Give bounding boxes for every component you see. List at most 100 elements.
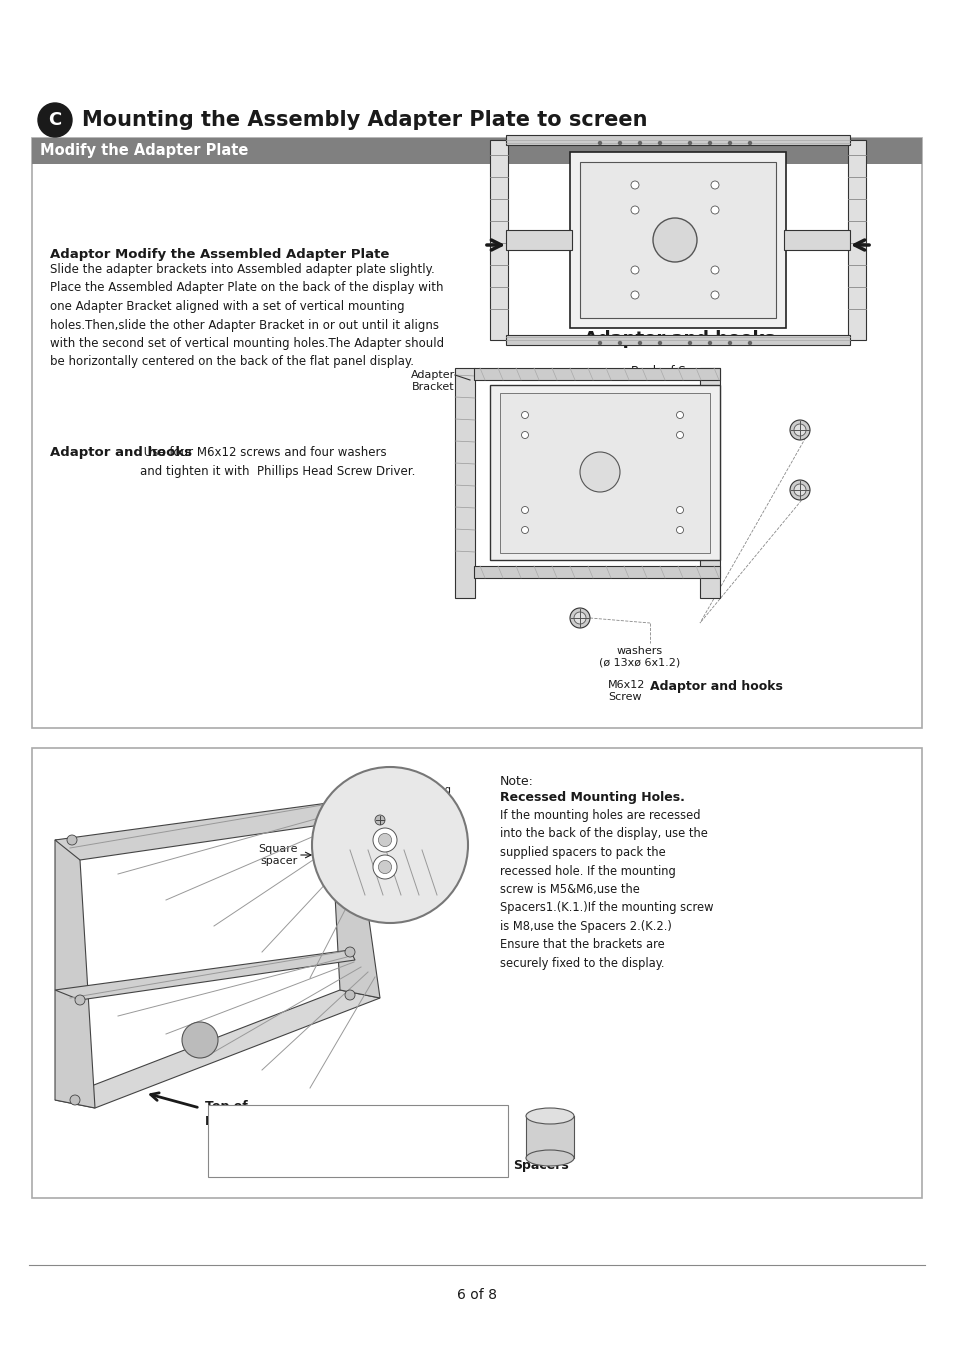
Bar xyxy=(525,1116,574,1158)
Text: washers
(ø 13xø 6x1.2): washers (ø 13xø 6x1.2) xyxy=(598,647,679,668)
Circle shape xyxy=(638,142,640,144)
Polygon shape xyxy=(316,810,339,869)
Text: Use four M6x12 screws and four washers
and tighten it with  Phillips Head Screw : Use four M6x12 screws and four washers a… xyxy=(140,446,415,478)
Bar xyxy=(505,230,572,250)
Polygon shape xyxy=(330,801,379,998)
Circle shape xyxy=(598,142,601,144)
Text: Adaptor and hooks: Adaptor and hooks xyxy=(50,446,192,459)
Circle shape xyxy=(618,342,620,344)
Circle shape xyxy=(676,526,682,533)
Text: If the mounting holes are recessed
into the back of the display, use the
supplie: If the mounting holes are recessed into … xyxy=(499,809,713,971)
Text: Adapter
Bracket: Adapter Bracket xyxy=(411,370,455,392)
Bar xyxy=(32,138,921,728)
Circle shape xyxy=(345,946,355,957)
Circle shape xyxy=(688,142,691,144)
Circle shape xyxy=(728,142,731,144)
Circle shape xyxy=(579,452,619,491)
Ellipse shape xyxy=(525,1150,574,1166)
Circle shape xyxy=(378,860,391,873)
Bar xyxy=(505,335,849,346)
Circle shape xyxy=(789,420,809,440)
Circle shape xyxy=(710,181,719,189)
Text: Slide the adapter brackets into Assembled adapter plate slightly.
Place the Asse: Slide the adapter brackets into Assemble… xyxy=(50,263,444,369)
Circle shape xyxy=(728,342,731,344)
Circle shape xyxy=(658,142,660,144)
Bar xyxy=(208,1106,507,1177)
Polygon shape xyxy=(55,801,355,860)
Text: Modify the Adapter Plate: Modify the Adapter Plate xyxy=(40,143,248,158)
Circle shape xyxy=(630,181,639,189)
Bar xyxy=(499,393,709,554)
Text: C: C xyxy=(49,111,62,130)
Circle shape xyxy=(638,342,640,344)
Bar xyxy=(569,153,785,328)
Circle shape xyxy=(789,481,809,500)
Polygon shape xyxy=(55,840,95,1108)
Circle shape xyxy=(339,796,350,807)
Text: Adaptor Modify the Assembled Adapter Plate: Adaptor Modify the Assembled Adapter Pla… xyxy=(50,248,389,261)
Circle shape xyxy=(748,142,751,144)
Circle shape xyxy=(569,608,589,628)
Bar xyxy=(490,385,720,560)
Circle shape xyxy=(618,142,620,144)
Circle shape xyxy=(658,342,660,344)
Circle shape xyxy=(70,1095,80,1106)
Circle shape xyxy=(375,815,385,825)
Text: *For screen with a hole
pattern in a pocket,spacers
go between Assembly
Adapter : *For screen with a hole pattern in a poc… xyxy=(213,1110,365,1160)
Bar xyxy=(32,138,921,163)
Circle shape xyxy=(793,485,805,495)
Circle shape xyxy=(521,526,528,533)
Circle shape xyxy=(38,103,71,136)
Circle shape xyxy=(708,342,711,344)
Bar xyxy=(700,369,720,598)
Text: Spacers: Spacers xyxy=(513,1160,568,1172)
Circle shape xyxy=(521,432,528,439)
Circle shape xyxy=(676,506,682,513)
Circle shape xyxy=(373,828,396,852)
Circle shape xyxy=(345,990,355,1000)
Circle shape xyxy=(67,836,77,845)
Circle shape xyxy=(748,342,751,344)
Polygon shape xyxy=(55,950,355,1000)
Text: M5 Hole: M5 Hole xyxy=(405,836,444,845)
Polygon shape xyxy=(474,566,720,578)
Text: Adaptor and hooks: Adaptor and hooks xyxy=(584,329,775,348)
Bar xyxy=(490,140,507,340)
Circle shape xyxy=(630,292,639,298)
Text: Mounting
Screw: Mounting Screw xyxy=(405,784,451,807)
Circle shape xyxy=(793,424,805,436)
Bar xyxy=(579,162,775,319)
Circle shape xyxy=(521,412,528,418)
Circle shape xyxy=(75,995,85,1004)
Text: M6x12
Screw: M6x12 Screw xyxy=(607,680,644,702)
Text: Square
spacer: Square spacer xyxy=(258,844,297,865)
Circle shape xyxy=(182,1022,218,1058)
Circle shape xyxy=(676,412,682,418)
Circle shape xyxy=(676,432,682,439)
Circle shape xyxy=(378,833,391,846)
Circle shape xyxy=(710,207,719,215)
Bar xyxy=(455,369,475,598)
Text: Adaptor and hooks: Adaptor and hooks xyxy=(649,680,782,693)
Circle shape xyxy=(688,342,691,344)
Circle shape xyxy=(521,506,528,513)
Text: Top of
Display: Top of Display xyxy=(205,1100,255,1129)
Text: Mounting the Assembly Adapter Plate to screen: Mounting the Assembly Adapter Plate to s… xyxy=(82,109,647,130)
Circle shape xyxy=(574,612,585,624)
Text: Note:: Note: xyxy=(499,775,534,788)
Circle shape xyxy=(598,342,601,344)
Text: Recessed Mounting Holes.: Recessed Mounting Holes. xyxy=(499,791,684,805)
Text: 6 of 8: 6 of 8 xyxy=(456,1288,497,1301)
Bar xyxy=(783,230,849,250)
Circle shape xyxy=(373,855,396,879)
Circle shape xyxy=(710,266,719,274)
Circle shape xyxy=(710,292,719,298)
Circle shape xyxy=(630,207,639,215)
Circle shape xyxy=(652,217,697,262)
Text: Back of Screen: Back of Screen xyxy=(630,364,719,378)
Bar xyxy=(847,140,865,340)
Bar xyxy=(505,135,849,144)
Circle shape xyxy=(312,767,468,923)
Polygon shape xyxy=(55,990,379,1108)
Circle shape xyxy=(630,266,639,274)
